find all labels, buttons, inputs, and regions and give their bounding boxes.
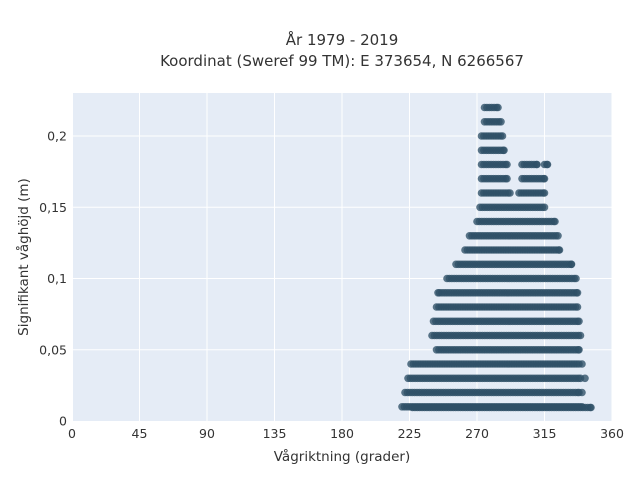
x-tick-label: 360	[600, 426, 624, 441]
data-point	[498, 132, 507, 140]
data-point	[543, 160, 552, 169]
x-tick-label: 135	[263, 426, 287, 441]
data-point	[503, 160, 511, 169]
data-point	[555, 246, 564, 254]
data-point	[575, 317, 583, 326]
x-tick-label: 270	[465, 426, 489, 441]
x-axis-ticks: 0 45 90 135 180 225 270 315 360	[68, 426, 624, 441]
data-point	[540, 174, 549, 183]
data-point	[540, 203, 549, 212]
x-tick-label: 180	[330, 426, 354, 441]
x-tick-label: 45	[132, 426, 148, 441]
data-point	[500, 146, 508, 155]
y-tick-label: 0,05	[39, 342, 67, 357]
y-tick-label: 0	[59, 414, 67, 429]
data-point	[575, 346, 583, 354]
y-tick-label: 0,15	[39, 200, 67, 215]
y-tick-label: 0,1	[47, 271, 67, 286]
data-points	[398, 103, 595, 412]
data-point	[494, 103, 502, 112]
data-point	[578, 388, 586, 397]
y-axis-title: Signifikant våghöjd (m)	[15, 178, 32, 336]
x-tick-label: 225	[398, 426, 422, 441]
x-tick-label: 90	[199, 426, 215, 441]
data-point	[506, 189, 514, 197]
chart-title-line1: År 1979 - 2019	[286, 30, 399, 49]
data-point	[587, 403, 595, 412]
data-point	[567, 260, 576, 269]
data-point	[573, 303, 582, 311]
data-point	[578, 360, 586, 368]
x-tick-label: 315	[533, 426, 557, 441]
y-axis-ticks: 0 0,05 0,1 0,15 0,2	[39, 129, 67, 429]
data-point	[434, 289, 442, 297]
data-point	[551, 217, 559, 226]
data-point	[540, 189, 549, 197]
data-point	[572, 274, 580, 283]
data-point	[533, 160, 541, 169]
chart-title-line2: Koordinat (Sweref 99 TM): E 373654, N 62…	[160, 52, 524, 70]
data-point	[497, 118, 505, 126]
x-tick-label: 0	[68, 426, 76, 441]
x-axis-title: Vågriktning (grader)	[274, 448, 411, 465]
data-point	[503, 174, 511, 183]
data-point	[554, 232, 562, 240]
data-point	[573, 289, 582, 297]
y-tick-label: 0,2	[47, 129, 67, 144]
data-point	[576, 331, 585, 340]
data-point	[581, 374, 589, 383]
